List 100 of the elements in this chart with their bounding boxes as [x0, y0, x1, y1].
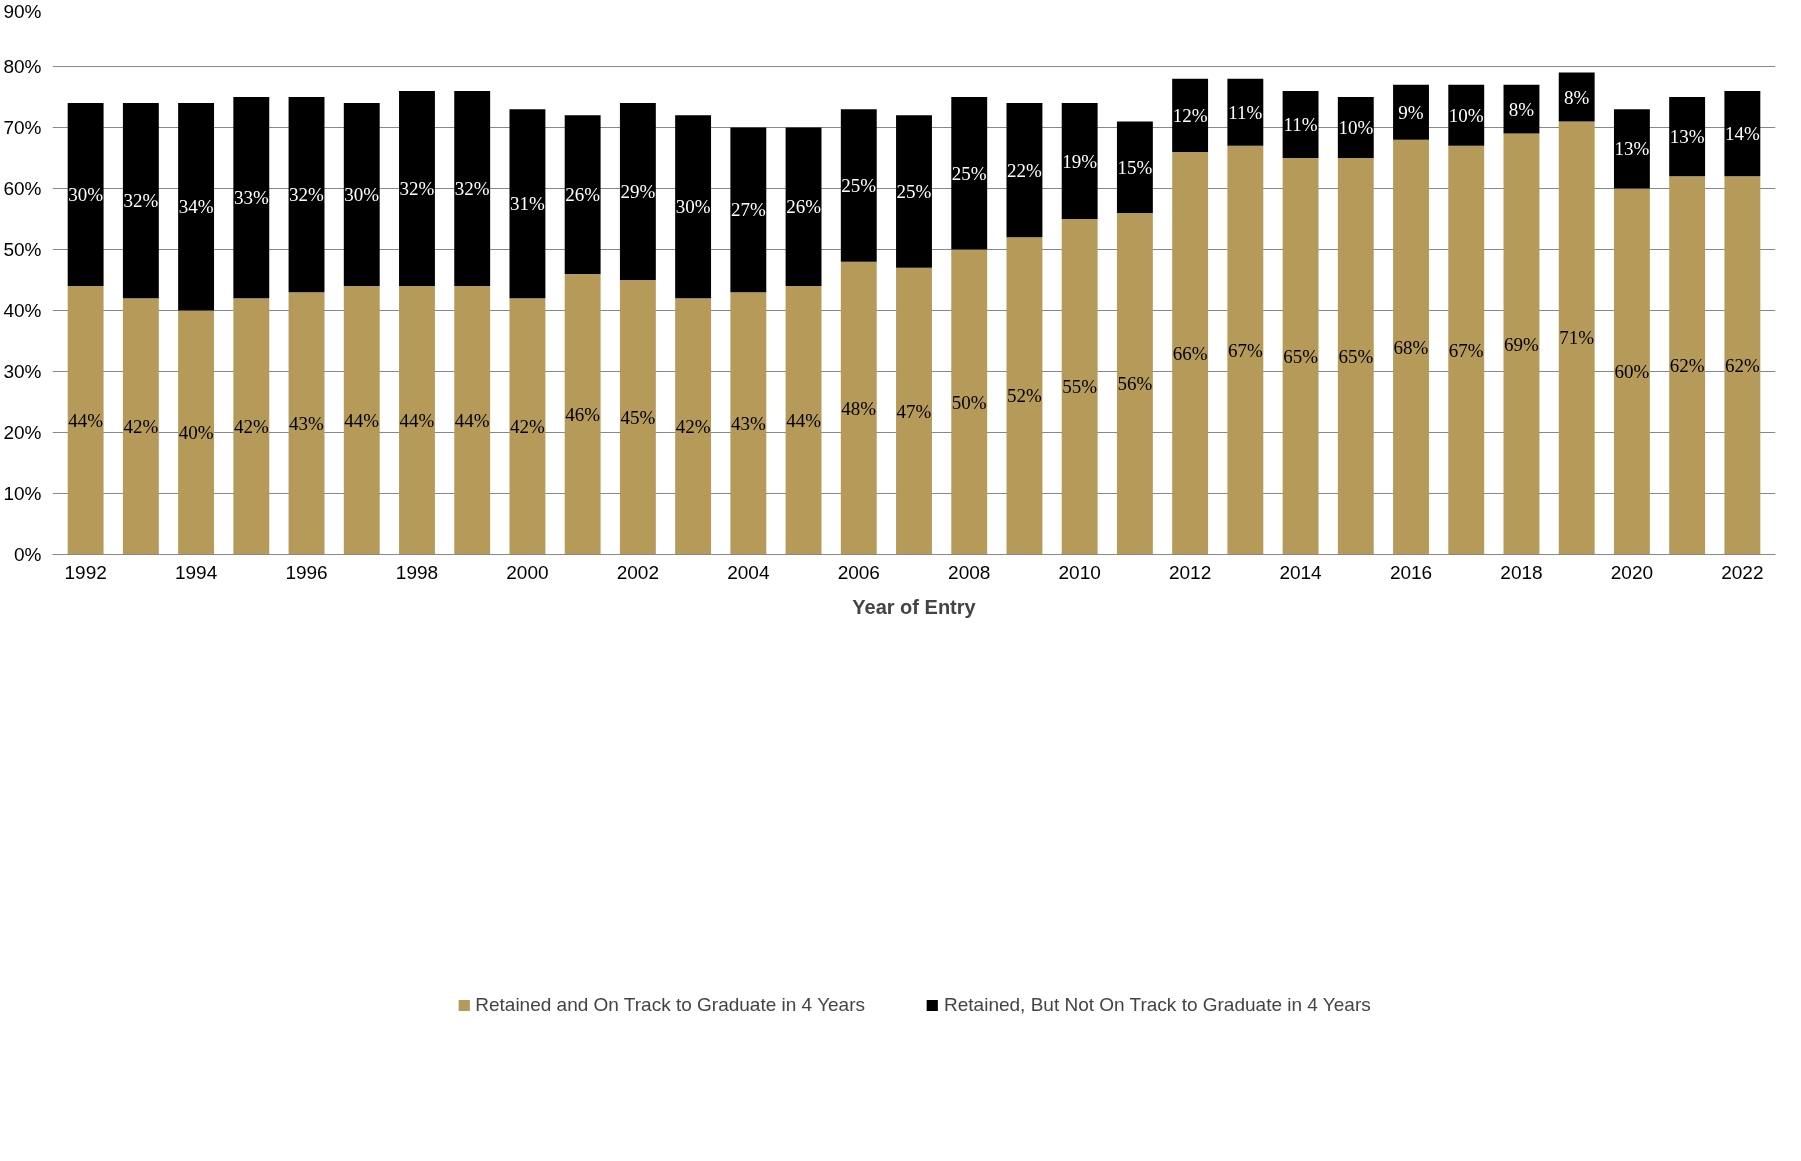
data-label: 67% [1448, 339, 1484, 361]
bar [1613, 188, 1650, 555]
data-label: 69% [1504, 333, 1540, 355]
bar [343, 286, 380, 555]
x-tick-label: 2010 [1058, 561, 1101, 583]
data-label: 43% [730, 412, 766, 434]
bar [1172, 78, 1209, 152]
data-label: 30% [344, 184, 380, 206]
data-label: 22% [1007, 159, 1043, 181]
data-label: 32% [399, 178, 435, 199]
data-label: 10% [1338, 117, 1374, 138]
data-label: 55% [1062, 376, 1098, 398]
data-label: 11% [1228, 101, 1263, 123]
data-label: 68% [1393, 336, 1429, 358]
x-tick-label: 2012 [1168, 561, 1212, 583]
bar [1669, 97, 1706, 177]
bar [1282, 90, 1319, 158]
data-label: 13% [1614, 138, 1650, 160]
data-label: 65% [1283, 345, 1319, 367]
data-label: 34% [178, 196, 214, 218]
bar [1282, 158, 1319, 555]
data-label: 66% [1172, 342, 1208, 364]
x-tick-label: 2006 [837, 561, 880, 583]
data-label: 43% [289, 412, 325, 434]
bar [1393, 139, 1429, 555]
y-tick-label: 70% [3, 117, 42, 138]
data-label: 32% [454, 178, 490, 199]
data-label: 30% [68, 184, 104, 206]
data-label: 42% [675, 415, 711, 437]
data-label: 47% [896, 400, 932, 422]
bar [454, 286, 491, 555]
bar [1227, 145, 1264, 555]
data-label: 32% [289, 184, 325, 206]
bar [399, 90, 435, 287]
x-tick-label: 2000 [506, 561, 549, 583]
x-tick-label: 2008 [948, 561, 991, 583]
bar [454, 90, 491, 287]
x-tick-label: 2014 [1279, 561, 1323, 583]
bar [1006, 103, 1043, 238]
bar [1724, 90, 1761, 177]
x-axis-title: Year of Entry [852, 595, 977, 618]
data-label: 29% [620, 181, 656, 203]
data-label: 48% [841, 397, 877, 419]
bar [564, 273, 601, 555]
bar [178, 103, 215, 311]
legend-label: Retained, But Not On Track to Graduate in 4 Years [944, 993, 1371, 1016]
data-label: 71% [1559, 327, 1595, 349]
bar [1116, 212, 1153, 555]
bar [122, 298, 159, 555]
data-label: 50% [951, 391, 987, 413]
data-label: 44% [68, 409, 104, 431]
bar [233, 298, 270, 555]
bar [67, 103, 104, 287]
data-label: 33% [233, 187, 269, 209]
x-tick-label: 2022 [1721, 561, 1764, 583]
data-label: 56% [1117, 373, 1153, 395]
data-label: 15% [1117, 156, 1153, 178]
bar [1116, 121, 1153, 213]
bar [1448, 145, 1485, 555]
bar [619, 103, 656, 280]
bar [785, 286, 822, 555]
bar [67, 286, 104, 555]
x-tick-label: 2002 [616, 561, 660, 583]
x-tick-label: 1992 [64, 561, 107, 583]
data-label: 8% [1508, 98, 1535, 120]
data-label: 46% [565, 403, 601, 425]
bar [233, 97, 270, 299]
y-tick-label: 0% [14, 544, 42, 565]
y-tick-label: 90% [3, 0, 42, 22]
bar [896, 267, 932, 555]
bar [840, 261, 877, 555]
bar [1448, 84, 1485, 146]
data-label: 30% [675, 196, 711, 218]
bar [1613, 109, 1650, 189]
bar [951, 249, 988, 555]
data-label: 9% [1398, 101, 1424, 123]
data-label: 67% [1227, 339, 1263, 361]
data-label: 42% [233, 415, 269, 437]
bar [730, 292, 767, 555]
data-label: 62% [1669, 354, 1705, 376]
data-label: 25% [896, 181, 932, 203]
data-label: 65% [1338, 345, 1374, 367]
data-label: 52% [1007, 385, 1043, 407]
data-label: 26% [565, 184, 601, 206]
data-label: 26% [786, 196, 822, 218]
data-label: 19% [1062, 150, 1098, 172]
bar [675, 298, 712, 555]
x-tick-label: 2004 [727, 561, 770, 583]
bar [785, 127, 822, 287]
y-tick-label: 30% [3, 361, 42, 382]
data-label: 25% [951, 162, 987, 184]
data-label: 60% [1614, 361, 1650, 382]
x-tick-label: 2020 [1610, 561, 1654, 583]
bar [399, 286, 435, 555]
data-label: 40% [178, 422, 214, 443]
x-tick-label: 2016 [1389, 561, 1433, 583]
bar [840, 109, 877, 262]
bar [1227, 78, 1264, 146]
bar [1393, 84, 1429, 140]
bar [343, 103, 380, 287]
